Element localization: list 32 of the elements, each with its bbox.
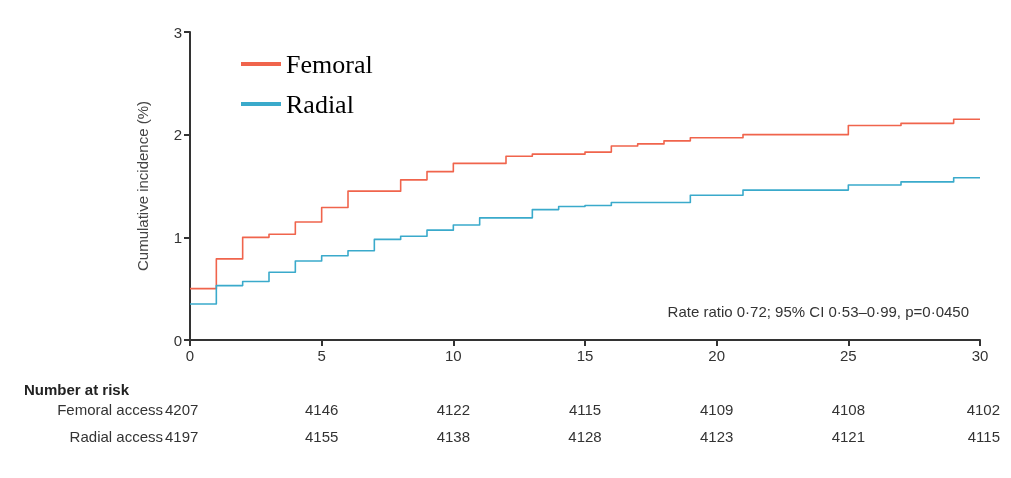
text: 4102: [966, 400, 1000, 418]
text: 4155: [304, 427, 339, 445]
text: 4108: [831, 400, 866, 418]
text: 4122: [436, 400, 471, 418]
x-tick-label: 25: [839, 347, 857, 364]
y-tick-label: 3: [173, 23, 182, 41]
y-axis-title: Cumulative incidence (%): [134, 100, 151, 272]
y-tick-label: 1: [173, 228, 182, 246]
text: 4138: [436, 427, 471, 445]
text: 4109: [699, 400, 734, 418]
x-tick-label: 30: [971, 347, 989, 364]
text: Femoral access: [57, 400, 163, 418]
legend-label: Femoral: [286, 49, 373, 79]
y-tick-label: 2: [173, 126, 182, 144]
text: 4197: [165, 427, 199, 445]
text: 4115: [967, 427, 1000, 445]
text: 4115: [568, 400, 602, 418]
x-tick-label: 20: [708, 347, 726, 364]
text: 4146: [304, 400, 339, 418]
x-tick-label: 15: [576, 347, 594, 364]
annotation: Rate ratio 0·72; 95% CI 0·53–0·99, p=0·0450: [667, 303, 970, 320]
text: 4207: [165, 400, 199, 418]
y-tick-label: 0: [173, 331, 182, 349]
x-tick-label: 10: [444, 347, 462, 364]
legend-label: Radial: [286, 89, 354, 119]
text: Number at risk: [24, 381, 130, 398]
text: 4128: [568, 427, 602, 445]
text: 4123: [699, 427, 734, 445]
text: 4121: [831, 427, 866, 445]
text: Radial access: [69, 427, 163, 445]
x-tick-label: 0: [185, 347, 195, 364]
x-tick-label: 5: [317, 347, 326, 364]
